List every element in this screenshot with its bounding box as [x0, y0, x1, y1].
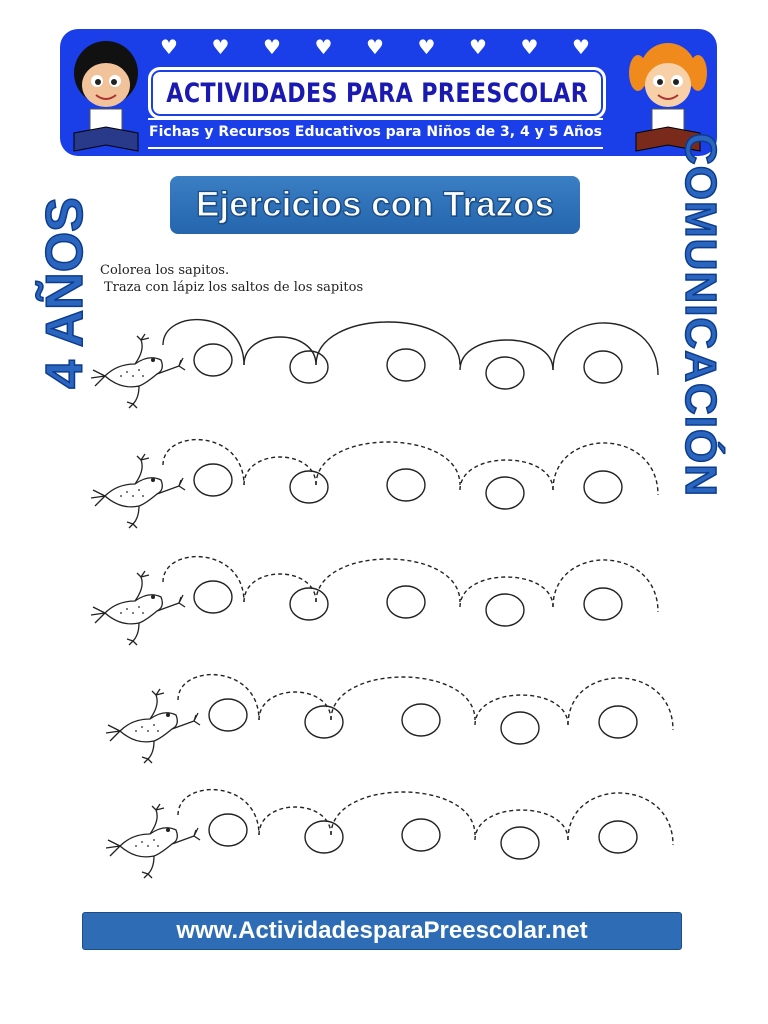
jump-arc: [459, 576, 554, 608]
jump-arc: [243, 573, 317, 603]
instructions: Colorea los sapitos. Traza con lápiz los…: [100, 262, 363, 296]
jump-arc: [459, 339, 554, 371]
jump-arc: [552, 442, 659, 496]
divider: [148, 147, 603, 149]
heart-icon: ♥: [469, 35, 487, 59]
jump-arc: [459, 459, 554, 491]
landing-circle: [208, 813, 248, 847]
landing-circle: [401, 703, 441, 737]
landing-circle: [289, 470, 329, 504]
jump-arc: [258, 691, 332, 721]
landing-circle: [193, 580, 233, 614]
landing-circle: [386, 585, 426, 619]
landing-circle: [289, 587, 329, 621]
landing-circle: [304, 705, 344, 739]
jump-arc: [552, 322, 659, 376]
tracing-row: [90, 318, 659, 409]
frog-icon: [90, 570, 186, 646]
jump-arc: [567, 792, 674, 846]
jump-arc: [243, 456, 317, 486]
instruction-line: Colorea los sapitos.: [100, 263, 230, 278]
jump-arc: [162, 318, 245, 366]
jump-arc: [258, 806, 332, 836]
divider: [148, 118, 603, 120]
jump-arc: [243, 336, 317, 366]
landing-circle: [193, 343, 233, 377]
landing-circle: [485, 593, 525, 627]
frog-icon: [105, 688, 201, 764]
tracing-row: [90, 438, 659, 529]
jump-arc: [474, 809, 569, 841]
landing-circle: [485, 476, 525, 510]
jump-arc: [315, 441, 461, 486]
jump-arc: [330, 676, 476, 721]
brand-box: ACTIVIDADES PARA PREESCOLAR: [148, 67, 606, 119]
landing-circle: [485, 356, 525, 390]
landing-circle: [500, 826, 540, 860]
title-banner: Ejercicios con Trazos: [170, 176, 580, 234]
landing-circle: [193, 463, 233, 497]
heart-icon: ♥: [263, 35, 281, 59]
heart-icon: ♥: [520, 35, 539, 59]
heart-icon: ♥: [211, 35, 230, 59]
header-subtitle: Fichas y Recursos Educativos para Niños …: [149, 124, 602, 140]
landing-circle: [386, 348, 426, 382]
landing-circle: [304, 820, 344, 854]
landing-circle: [208, 698, 248, 732]
landing-circle: [401, 818, 441, 852]
landing-circle: [583, 587, 623, 621]
boy-reading-icon: [73, 41, 139, 152]
landing-circle: [289, 350, 329, 384]
jump-arc: [567, 677, 674, 731]
jump-arc: [330, 791, 476, 836]
heart-icon: ♥: [160, 35, 178, 59]
landing-circle: [598, 705, 638, 739]
footer-banner: www.ActividadesparaPreescolar.net: [82, 912, 682, 950]
girl-reading-icon: [629, 43, 707, 152]
landing-circle: [386, 468, 426, 502]
landing-circle: [598, 820, 638, 854]
landing-circle: [583, 470, 623, 504]
heart-icon: ♥: [314, 35, 333, 59]
instruction-line: Traza con lápiz los saltos de los sapito…: [104, 280, 364, 295]
landing-circle: [500, 711, 540, 745]
frog-icon: [105, 803, 201, 879]
frog-icon: [90, 453, 186, 529]
heart-icon: ♥: [417, 35, 436, 59]
heart-icon: ♥: [572, 35, 590, 59]
tracing-row: [105, 673, 674, 764]
jump-arc: [315, 321, 461, 366]
page-title: Ejercicios con Trazos: [195, 184, 554, 224]
tracing-row: [105, 788, 674, 879]
jump-arc: [315, 558, 461, 603]
jump-arc: [474, 694, 569, 726]
hearts-row: ♥ ♥ ♥ ♥ ♥ ♥ ♥ ♥ ♥: [160, 35, 590, 59]
brand-title: ACTIVIDADES PARA PREESCOLAR: [166, 77, 588, 109]
frog-icon: [90, 333, 186, 409]
header-banner: ♥ ♥ ♥ ♥ ♥ ♥ ♥ ♥ ♥ ACTIVIDADES PARA PREESCOLAR Fi…: [60, 29, 717, 156]
landing-circle: [583, 350, 623, 384]
heart-icon: ♥: [366, 35, 384, 59]
footer-url[interactable]: www.ActividadesparaPreescolar.net: [176, 917, 588, 944]
jump-arc: [552, 559, 659, 613]
tracing-row: [90, 555, 659, 646]
